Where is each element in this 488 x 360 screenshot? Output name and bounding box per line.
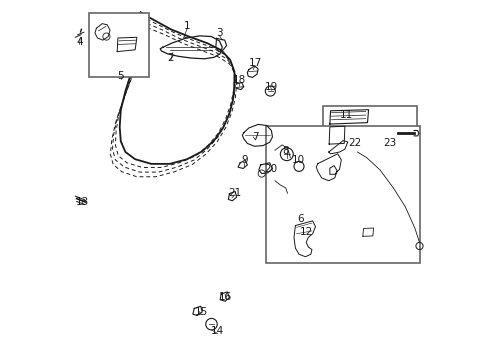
Text: 2: 2: [167, 53, 174, 63]
Text: 23: 23: [382, 138, 396, 148]
Text: 7: 7: [251, 132, 258, 142]
Text: 20: 20: [263, 163, 276, 174]
Text: 12: 12: [299, 227, 312, 237]
Text: 5: 5: [117, 71, 124, 81]
Text: 17: 17: [248, 58, 262, 68]
Text: 3: 3: [216, 28, 222, 38]
Text: 9: 9: [241, 155, 247, 165]
Text: 6: 6: [296, 215, 303, 224]
Text: 11: 11: [339, 111, 353, 121]
Text: 22: 22: [347, 138, 361, 148]
Bar: [322, 106, 416, 159]
Text: 1: 1: [183, 21, 190, 31]
Text: 19: 19: [264, 82, 278, 93]
Text: 8: 8: [282, 146, 288, 156]
Text: 10: 10: [291, 155, 304, 165]
Text: 4: 4: [76, 37, 82, 47]
Text: 13: 13: [76, 197, 89, 207]
Text: 14: 14: [210, 326, 224, 336]
Text: 21: 21: [227, 188, 241, 198]
Text: 18: 18: [233, 75, 246, 85]
Text: 16: 16: [219, 292, 232, 302]
Bar: [88, 13, 149, 77]
Text: 15: 15: [194, 307, 208, 317]
Bar: [265, 126, 419, 263]
